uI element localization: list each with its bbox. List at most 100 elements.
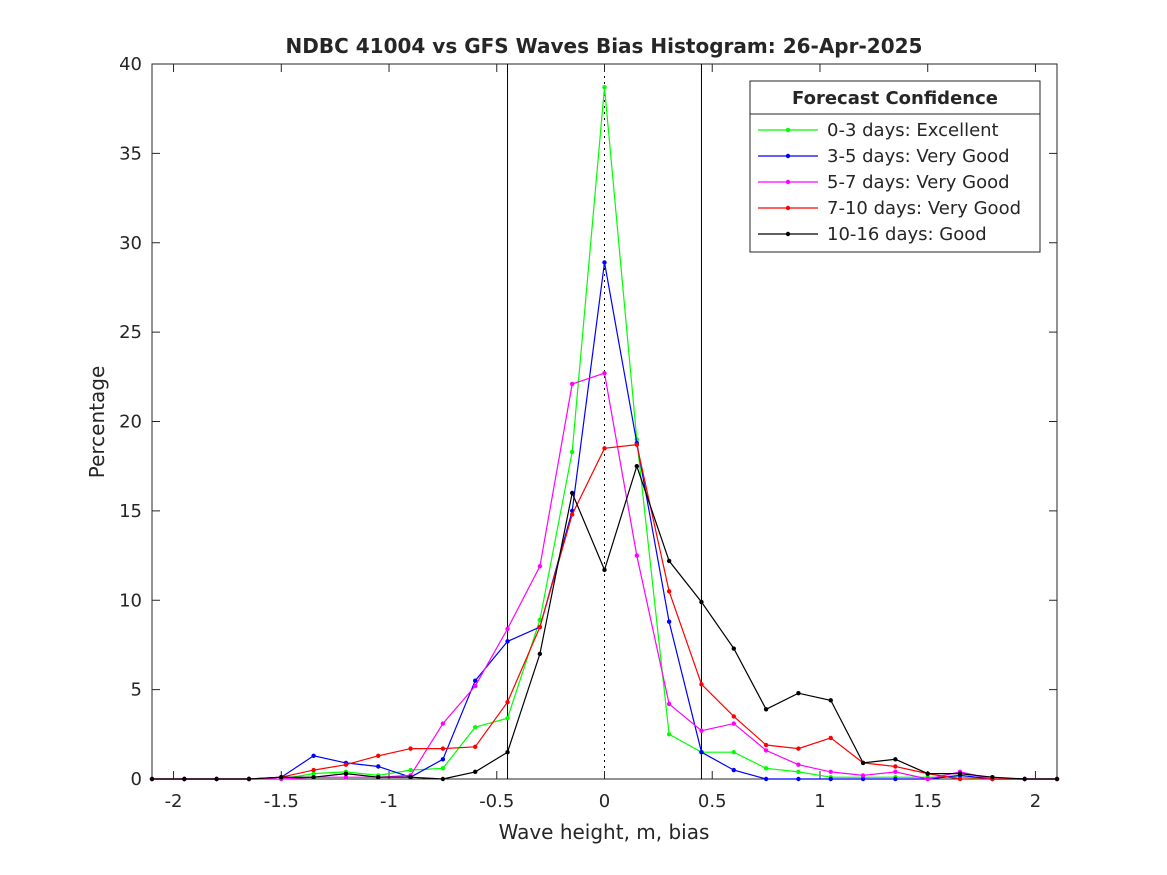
data-point — [149, 776, 155, 782]
data-point — [376, 775, 381, 780]
data-point — [666, 589, 672, 594]
data-point — [860, 776, 866, 782]
legend-swatch-marker — [785, 205, 791, 211]
data-point — [699, 599, 704, 605]
data-point — [699, 682, 704, 687]
data-point — [376, 753, 381, 758]
data-point — [796, 769, 801, 775]
legend-entry: 10-16 days: Good — [758, 224, 987, 245]
legend-label: 7-10 days: Very Good — [827, 198, 1021, 219]
x-tick-label: 0.5 — [698, 791, 727, 812]
data-point — [505, 699, 510, 705]
y-tick-label: 10 — [119, 590, 142, 611]
legend-swatch-marker — [785, 127, 791, 133]
data-point — [731, 749, 736, 755]
legend-title: Forecast Confidence — [792, 88, 998, 109]
data-point — [440, 766, 446, 771]
y-tick-label: 0 — [131, 769, 142, 790]
y-tick-label: 35 — [119, 143, 142, 164]
data-point — [246, 776, 252, 782]
data-point — [731, 721, 736, 726]
x-tick-label: 0 — [599, 791, 610, 812]
data-point — [440, 776, 446, 782]
data-point — [731, 646, 736, 651]
legend-swatch-marker — [785, 179, 791, 185]
legend-label: 5-7 days: Very Good — [827, 172, 1010, 193]
data-point — [537, 617, 543, 623]
y-tick-label: 5 — [131, 680, 142, 701]
x-tick-label: 1 — [814, 791, 825, 812]
data-point — [376, 764, 381, 769]
y-tick-label: 15 — [119, 501, 142, 522]
data-point — [537, 624, 543, 630]
data-point — [763, 748, 769, 753]
data-point — [311, 775, 316, 780]
data-point — [408, 775, 413, 780]
data-point — [925, 776, 930, 782]
data-point — [440, 746, 446, 751]
data-point — [957, 771, 963, 776]
data-point — [763, 766, 769, 771]
y-axis-label: Percentage — [85, 366, 109, 479]
data-point — [569, 512, 575, 517]
data-point — [473, 683, 478, 689]
data-point — [408, 767, 413, 773]
data-point — [473, 724, 478, 730]
x-tick-label: -1 — [380, 791, 398, 812]
data-point — [311, 767, 316, 773]
data-point — [343, 771, 349, 776]
data-point — [957, 776, 963, 782]
data-point — [473, 678, 478, 683]
data-point — [408, 746, 413, 751]
y-tick-label: 25 — [119, 322, 142, 343]
chart-title: NDBC 41004 vs GFS Waves Bias Histogram: … — [286, 34, 923, 58]
x-tick-label: 1.5 — [913, 791, 942, 812]
x-tick-label: -0.5 — [479, 791, 514, 812]
data-point — [763, 776, 769, 782]
data-point — [699, 728, 704, 733]
data-point — [473, 744, 478, 750]
data-point — [925, 771, 930, 776]
data-point — [828, 698, 833, 703]
y-tick-label: 20 — [119, 412, 142, 433]
legend-entry: 0-3 days: Excellent — [758, 120, 999, 141]
data-point — [505, 626, 510, 632]
data-point — [311, 771, 316, 776]
data-point — [796, 746, 801, 751]
x-tick-label: -2 — [165, 791, 183, 812]
data-point — [666, 732, 672, 737]
data-point — [731, 767, 736, 773]
series-4 — [149, 463, 1060, 782]
data-point — [731, 714, 736, 719]
data-point — [634, 553, 640, 558]
data-point — [602, 567, 607, 573]
x-tick-label: 2 — [1030, 791, 1041, 812]
data-point — [828, 769, 833, 775]
data-point — [699, 749, 704, 755]
data-point — [893, 776, 898, 782]
data-point — [763, 707, 769, 712]
data-point — [440, 757, 446, 762]
data-point — [279, 775, 284, 780]
data-point — [1022, 776, 1027, 782]
data-point — [1054, 776, 1060, 782]
y-tick-label: 30 — [119, 233, 142, 254]
data-point — [537, 651, 543, 657]
data-point — [473, 769, 478, 775]
data-point — [860, 773, 866, 778]
legend-box — [749, 80, 1041, 253]
data-point — [311, 753, 316, 758]
legend: Forecast Confidence 0-3 days: Excellent 3-… — [749, 80, 1041, 253]
data-point — [505, 716, 510, 721]
data-point — [505, 639, 510, 644]
data-point — [796, 762, 801, 767]
data-point — [828, 776, 833, 782]
legend-swatch-marker — [785, 231, 791, 237]
data-point — [602, 260, 607, 265]
data-point — [569, 381, 575, 387]
data-point — [634, 463, 640, 469]
data-point — [796, 691, 801, 696]
data-point — [440, 721, 446, 726]
data-point — [893, 764, 898, 769]
